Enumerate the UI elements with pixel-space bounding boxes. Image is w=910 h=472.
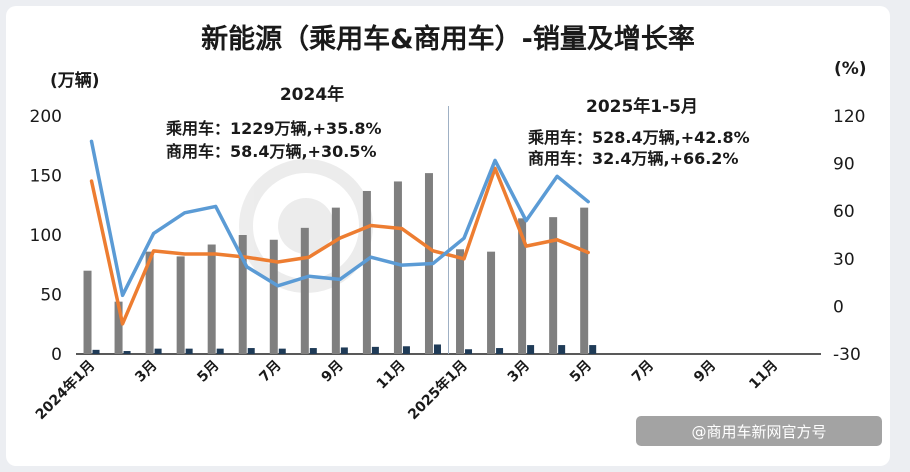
annotation-2025-line-2: 商用车：32.4万辆,+66.2% xyxy=(528,149,738,168)
commercial-growth-line xyxy=(89,166,590,326)
annotation-2025: 2025年1-5月 乘用车：528.4万辆,+42.8% 商用车：32.4万辆,… xyxy=(527,96,750,168)
left-tick-label: 200 xyxy=(30,107,62,127)
annotation-2024-heading: 2024年 xyxy=(280,84,344,105)
left-tick-label: 50 xyxy=(40,286,62,306)
left-tick-label: 100 xyxy=(30,226,62,246)
x-tick-label: 7月 xyxy=(256,358,284,386)
commercial-sales-bar xyxy=(309,348,317,354)
right-tick-label: 30 xyxy=(833,250,855,270)
commercial-sales-bar xyxy=(496,348,504,354)
commercial-sales-bar xyxy=(92,349,100,354)
annotation-2025-line-1: 乘用车：528.4万辆,+42.8% xyxy=(527,128,750,147)
commercial-sales-bar xyxy=(247,348,255,354)
annotation-2024-line-2: 商用车：58.4万辆,+30.5% xyxy=(166,142,376,161)
x-tick-label: 3月 xyxy=(505,358,533,386)
passenger-sales-bar xyxy=(487,251,496,354)
commercial-sales-bar xyxy=(371,346,379,354)
passenger-sales-bar xyxy=(518,218,527,354)
passenger-sales-bar xyxy=(580,207,589,354)
annotation-2024-line-1: 乘用车：1229万辆,+35.8% xyxy=(165,119,382,138)
passenger-sales-bar xyxy=(300,227,309,354)
passenger-sales-bar xyxy=(456,249,465,354)
annotation-2024: 2024年 乘用车：1229万辆,+35.8% 商用车：58.4万辆,+30.5… xyxy=(165,84,382,161)
right-tick-label: 60 xyxy=(833,202,855,222)
x-tick-label: 3月 xyxy=(132,358,160,386)
commercial-sales-bar xyxy=(216,348,224,354)
commercial-sales-bar xyxy=(123,351,131,354)
right-tick-label: -30 xyxy=(833,345,861,365)
x-tick-label: 11月 xyxy=(746,358,781,393)
right-axis-unit: (%) xyxy=(834,59,867,79)
x-tick-label: 5月 xyxy=(567,358,595,386)
passenger-sales-bar xyxy=(176,256,185,354)
x-tick-label: 11月 xyxy=(374,358,409,393)
passenger-sales-bar xyxy=(114,301,123,354)
passenger-sales-bar xyxy=(393,181,402,354)
lines xyxy=(89,139,590,326)
commercial-sales-bar xyxy=(589,345,597,354)
axes xyxy=(76,106,821,355)
x-tick-label: 5月 xyxy=(194,358,222,386)
chart-svg: 新能源（乘用车&商用车）-销量及增长率 (万辆) (%) 0 50 100 150 20… xyxy=(30,23,882,446)
commercial-sales-bar xyxy=(154,348,162,354)
x-tick-label: 7月 xyxy=(629,358,657,386)
commercial-sales-bar xyxy=(527,345,535,354)
left-tick-label: 0 xyxy=(51,345,62,365)
passenger-sales-bar xyxy=(145,251,154,354)
watermark-text: @商用车新网官方号 xyxy=(691,423,826,441)
chart-title: 新能源（乘用车&商用车）-销量及增长率 xyxy=(201,23,695,55)
commercial-sales-bar xyxy=(433,344,441,354)
passenger-sales-bar xyxy=(83,270,92,354)
left-tick-label: 150 xyxy=(30,167,62,187)
commercial-sales-bar xyxy=(402,346,410,354)
tick-labels: 0 50 100 150 200 -30 0 30 60 90 120 2024年1月 3月 5月 7月 9月… xyxy=(30,107,866,423)
passenger-sales-bar xyxy=(331,207,340,354)
annotation-2025-heading: 2025年1-5月 xyxy=(586,96,698,117)
commercial-sales-bar xyxy=(558,345,566,354)
passenger-sales-bar xyxy=(238,235,247,354)
commercial-sales-bar xyxy=(465,349,473,354)
passenger-sales-bar xyxy=(207,244,216,354)
right-tick-label: 0 xyxy=(833,297,844,317)
x-tick-label: 9月 xyxy=(319,358,347,386)
chart-card: 新能源（乘用车&商用车）-销量及增长率 (万辆) (%) 0 50 100 150 20… xyxy=(6,6,890,466)
right-tick-label: 90 xyxy=(833,155,855,175)
x-tick-label: 9月 xyxy=(691,358,719,386)
passenger-sales-bar xyxy=(362,190,371,354)
passenger-growth-line xyxy=(89,139,590,298)
commercial-sales-bar xyxy=(340,347,348,354)
bars xyxy=(83,173,597,354)
watermark: @商用车新网官方号 xyxy=(636,416,882,446)
right-tick-label: 120 xyxy=(833,107,865,127)
passenger-sales-bar xyxy=(549,217,558,354)
passenger-sales-bar xyxy=(269,239,278,354)
commercial-sales-bar xyxy=(278,348,286,354)
left-axis-unit: (万辆) xyxy=(50,70,100,91)
commercial-sales-bar xyxy=(185,348,193,354)
x-tick-label: 2024年1月 xyxy=(32,357,98,423)
x-tick-label: 2025年1月 xyxy=(405,357,471,423)
